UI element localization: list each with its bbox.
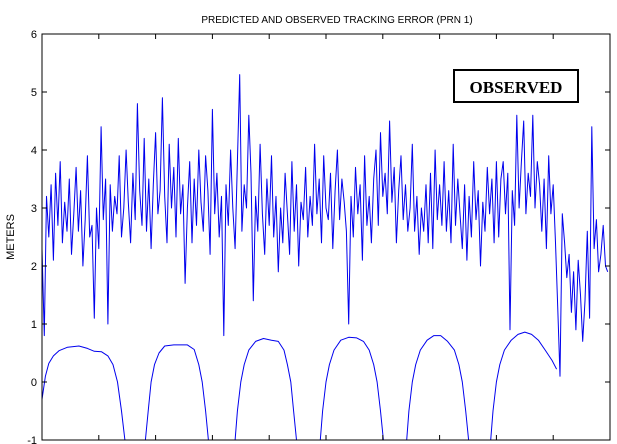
annotation-box bbox=[453, 69, 579, 103]
predicted-error-line bbox=[42, 331, 558, 440]
tick-layer: -1 0 1 2 3 4 5 6 bbox=[27, 29, 610, 444]
annotation-label: OBSERVED bbox=[470, 78, 563, 97]
y-tick-label: 3 bbox=[31, 203, 37, 215]
y-tick-label: 0 bbox=[31, 377, 37, 389]
y-tick-label: 2 bbox=[31, 261, 37, 273]
observed-error-line bbox=[42, 74, 609, 377]
series-layer bbox=[42, 74, 609, 440]
y-axis-label: METERS bbox=[5, 214, 17, 260]
y-tick-label: -1 bbox=[27, 435, 37, 444]
chart-title: PREDICTED AND OBSERVED TRACKING ERROR (P… bbox=[201, 15, 472, 26]
y-tick-label: 5 bbox=[31, 87, 37, 99]
y-tick-label: 6 bbox=[31, 29, 37, 41]
y-tick-label: 1 bbox=[31, 319, 37, 331]
y-tick-label: 4 bbox=[31, 145, 37, 157]
